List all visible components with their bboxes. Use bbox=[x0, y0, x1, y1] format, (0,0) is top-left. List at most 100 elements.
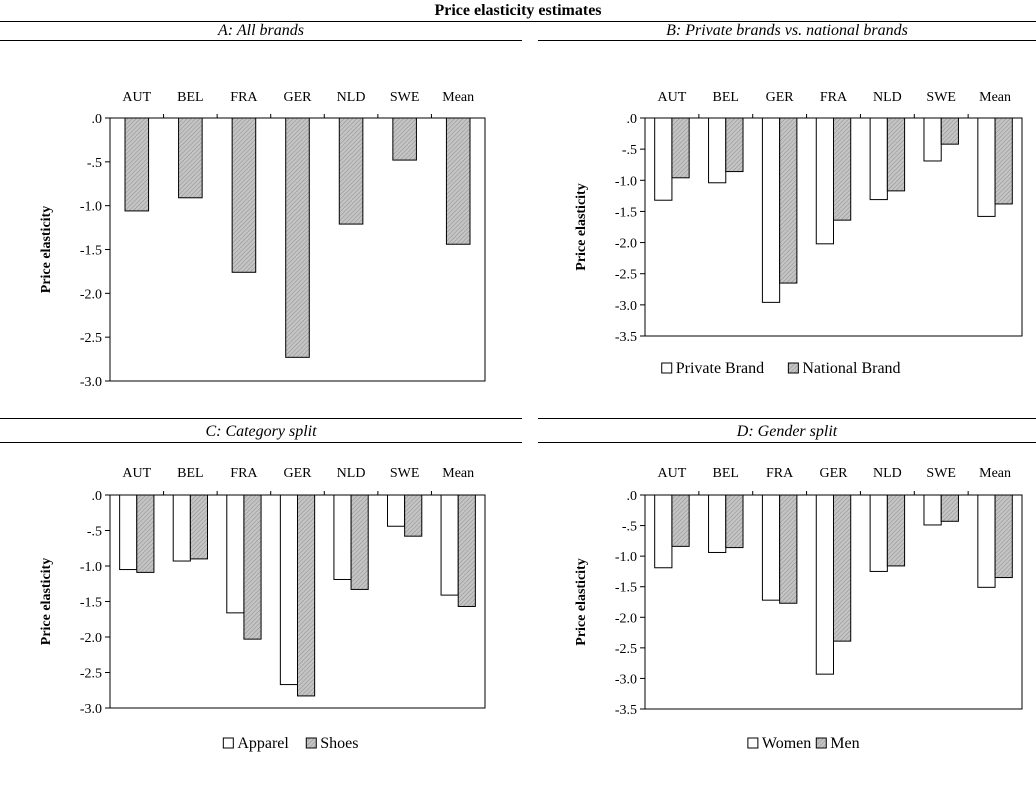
c1-ytick-label: -3.5 bbox=[615, 330, 637, 345]
c3-legend-swatch bbox=[747, 737, 759, 749]
rule-panel-b bbox=[538, 40, 1036, 41]
c2-legend-label: Shoes bbox=[320, 735, 358, 752]
c2-bar bbox=[350, 494, 369, 590]
rule-top bbox=[0, 21, 1036, 22]
c2-category-label: GER bbox=[284, 466, 313, 481]
c0-ytick-label: -1.5 bbox=[80, 244, 102, 259]
c2-category-label: Mean bbox=[442, 466, 474, 481]
c0-category-label: Mean bbox=[442, 90, 474, 105]
c3-ytick-label: -1.5 bbox=[615, 581, 637, 596]
c1-legend-swatch bbox=[661, 362, 673, 374]
c1-ytick-label: -2.5 bbox=[615, 268, 637, 283]
c3-bar bbox=[977, 494, 996, 588]
c0-bar bbox=[231, 117, 257, 273]
c3-bar bbox=[761, 494, 781, 601]
c1-bar bbox=[977, 117, 996, 217]
c2-legend-swatch bbox=[305, 737, 317, 749]
panel-c-title: C: Category split bbox=[205, 423, 317, 440]
c2-bar bbox=[119, 494, 138, 571]
c1-legend-swatch bbox=[787, 362, 799, 374]
c0-bar bbox=[285, 117, 310, 358]
rule-mid-d bbox=[538, 442, 1036, 443]
c2-ytick-label: -1.0 bbox=[80, 560, 102, 575]
c3-category-label: BEL bbox=[713, 466, 739, 481]
c0-bar bbox=[124, 117, 150, 212]
c3-bar bbox=[869, 494, 888, 572]
c2-bar bbox=[457, 494, 476, 607]
c1-category-label: NLD bbox=[873, 90, 902, 105]
c3-category-label: SWE bbox=[926, 466, 956, 481]
c0-ytick-label: -2.5 bbox=[80, 331, 102, 346]
c1-legend-label: Private Brand bbox=[676, 360, 764, 377]
c1-ytick-label: -2.0 bbox=[615, 237, 637, 252]
c0-bar bbox=[392, 117, 417, 161]
c0-category-label: NLD bbox=[337, 90, 366, 105]
c0-bar bbox=[178, 117, 203, 199]
c0-bar bbox=[338, 117, 364, 225]
c1-bar bbox=[708, 117, 727, 184]
c1-bar bbox=[833, 117, 852, 221]
c1-bar bbox=[869, 117, 888, 201]
c3-legend-label: Men bbox=[830, 735, 859, 752]
c1-category-label: BEL bbox=[713, 90, 739, 105]
c3-bar bbox=[940, 494, 959, 522]
c2-category-label: BEL bbox=[177, 466, 203, 481]
c1-category-label: Mean bbox=[979, 90, 1011, 105]
figure-title: Price elasticity estimates bbox=[434, 2, 602, 19]
c2-bar bbox=[243, 494, 262, 640]
c2-category-label: SWE bbox=[390, 466, 420, 481]
c3-category-label: Mean bbox=[979, 466, 1011, 481]
c0-ytick-label: -.5 bbox=[87, 156, 102, 171]
c3-category-label: GER bbox=[820, 466, 849, 481]
c0-category-label: BEL bbox=[177, 90, 203, 105]
c3-ytick-label: -2.0 bbox=[615, 611, 637, 626]
c3-ytick-label: -2.5 bbox=[615, 642, 637, 657]
rule-mid-c bbox=[0, 442, 522, 443]
c2-bar bbox=[297, 494, 316, 697]
c2-legend-label: Apparel bbox=[237, 735, 289, 752]
c1-bar bbox=[671, 117, 690, 179]
c1-bar bbox=[761, 117, 781, 303]
c3-bar bbox=[671, 494, 690, 547]
c0-category-label: FRA bbox=[230, 90, 258, 105]
c2-bar bbox=[189, 494, 209, 560]
c1-category-label: GER bbox=[766, 90, 795, 105]
c2-ytick-label: -.5 bbox=[87, 525, 102, 540]
c3-ytick-label: -.5 bbox=[622, 520, 637, 535]
c2-bar bbox=[172, 494, 191, 562]
c2-ytick-label: -2.5 bbox=[80, 667, 102, 682]
c3-ytick-label: -3.0 bbox=[615, 672, 637, 687]
c1-bar bbox=[654, 117, 673, 201]
c0-bar bbox=[445, 117, 471, 245]
c2-bar bbox=[226, 494, 245, 614]
rule-mid-b bbox=[538, 418, 1036, 419]
c0-ytick-label: -3.0 bbox=[80, 375, 102, 390]
c0-category-label: AUT bbox=[122, 90, 151, 105]
c3-bar bbox=[994, 494, 1013, 579]
rule-mid-a bbox=[0, 418, 522, 419]
c3-bar bbox=[886, 494, 906, 567]
c2-category-label: FRA bbox=[230, 466, 258, 481]
c1-ytick-label: .0 bbox=[627, 112, 638, 127]
c3-category-label: NLD bbox=[873, 466, 902, 481]
c1-category-label: AUT bbox=[658, 90, 687, 105]
c1-bar bbox=[886, 117, 906, 192]
panel-b-title: B: Private brands vs. national brands bbox=[666, 22, 908, 39]
c2-bar bbox=[404, 494, 423, 537]
panel-a-title: A: All brands bbox=[218, 22, 304, 39]
c1-ytick-label: -1.5 bbox=[615, 205, 637, 220]
c2-ytick-label: -3.0 bbox=[80, 702, 102, 717]
c1-category-label: FRA bbox=[820, 90, 848, 105]
c2-bar bbox=[440, 494, 459, 596]
c1-ytick-label: -1.0 bbox=[615, 174, 637, 189]
c2-legend-swatch bbox=[222, 737, 234, 749]
c2-ytick-label: -2.0 bbox=[80, 631, 102, 646]
c1-bar bbox=[779, 117, 798, 284]
c3-bar bbox=[923, 494, 942, 526]
c0-category-label: SWE bbox=[390, 90, 420, 105]
c1-bar bbox=[815, 117, 834, 245]
c2-ylabel: Price elasticity bbox=[39, 558, 54, 645]
c0-ytick-label: .0 bbox=[92, 112, 103, 127]
